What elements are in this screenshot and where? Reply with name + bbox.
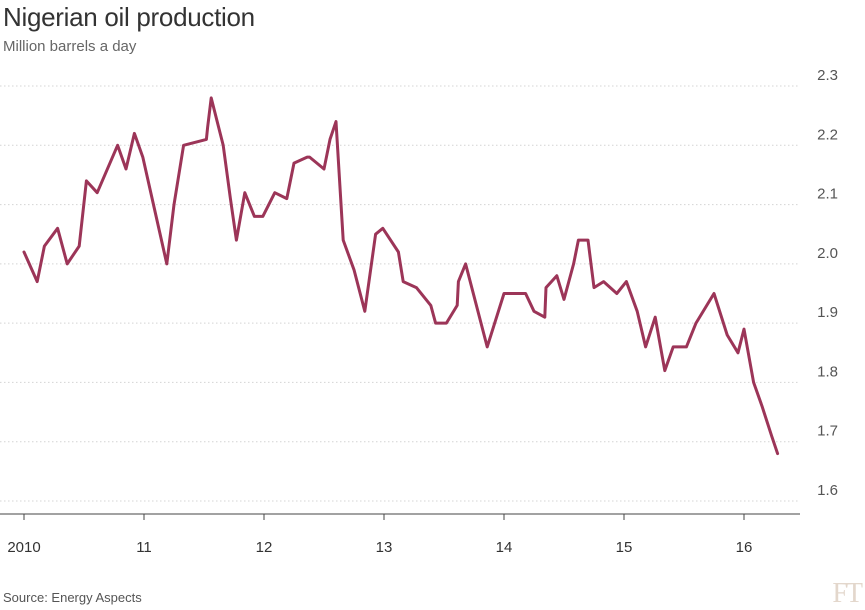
- y-axis: 1.6 1.7 1.8 1.9 2.0 2.1 2.2 2.3: [817, 67, 838, 499]
- x-tick-label: 16: [736, 539, 753, 556]
- y-tick-label: 1.7: [817, 423, 838, 440]
- x-tick-label: 12: [256, 539, 273, 556]
- series-line: [22, 96, 780, 456]
- x-axis: 2010 11 12 13 14 15 16: [0, 513, 800, 556]
- y-tick-label: 2.1: [817, 186, 838, 203]
- gridlines: [0, 85, 800, 502]
- chart-title: Nigerian oil production: [3, 2, 255, 32]
- x-tick-label: 11: [136, 539, 152, 556]
- y-tick-label: 1.6: [817, 482, 838, 499]
- series-layer: [22, 96, 780, 456]
- x-tick-label: 13: [376, 539, 393, 556]
- y-tick-label: 2.2: [817, 126, 838, 143]
- x-tick-label: 2010: [7, 539, 40, 556]
- ft-logo: FT: [832, 578, 863, 609]
- source-note: Source: Energy Aspects: [3, 590, 142, 605]
- y-tick-label: 1.9: [817, 304, 838, 321]
- x-tick-label: 14: [496, 539, 513, 556]
- chart-subtitle: Million barrels a day: [3, 38, 137, 55]
- y-tick-label: 1.8: [817, 363, 838, 380]
- y-tick-label: 2.0: [817, 245, 838, 262]
- x-tick-label: 15: [616, 539, 633, 556]
- y-tick-label: 2.3: [817, 67, 838, 84]
